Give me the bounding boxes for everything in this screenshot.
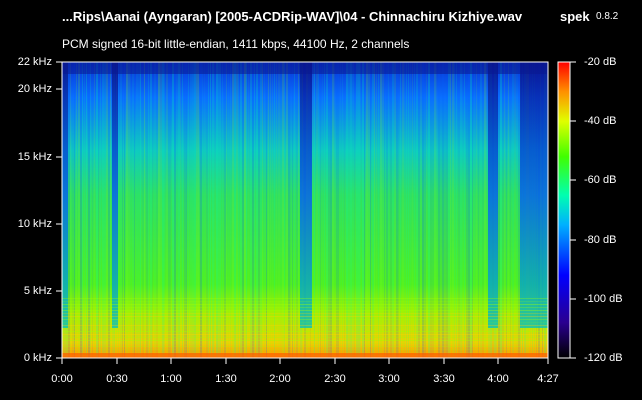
file-title: ...Rips\Aanai (Ayngaran) [2005-ACDRip-WA…	[62, 9, 523, 24]
time-label-3-00: 3:00	[378, 373, 400, 385]
db-label-minus-120: -120 dB	[584, 352, 623, 364]
time-label-2-30: 2:30	[324, 373, 346, 385]
freq-label-20: 20 kHz	[17, 83, 52, 95]
db-label-minus-80: -80 dB	[584, 234, 617, 246]
time-ticks	[61, 358, 549, 364]
time-label-4-27: 4:27	[537, 373, 559, 385]
freq-label-22: 22 kHz	[17, 56, 52, 68]
db-label-minus-20: -20 dB	[584, 56, 617, 68]
freq-label-15: 15 kHz	[17, 151, 52, 163]
db-color-scale	[558, 62, 570, 358]
time-label-0-00: 0:00	[51, 373, 73, 385]
time-label-1-00: 1:00	[160, 373, 182, 385]
frequency-ticks	[56, 61, 62, 359]
db-label-minus-100: -100 dB	[584, 293, 623, 305]
spectrogram-streaks	[62, 62, 548, 358]
freq-label-0: 0 kHz	[23, 352, 52, 364]
time-label-0-30: 0:30	[106, 373, 128, 385]
time-label-1-30: 1:30	[215, 373, 237, 385]
db-label-minus-60: -60 dB	[584, 174, 617, 186]
stream-info: PCM signed 16-bit little-endian, 1411 kb…	[62, 37, 410, 51]
freq-label-5: 5 kHz	[23, 285, 52, 297]
app-name: spek	[560, 9, 590, 24]
plot-frame	[61, 61, 549, 359]
time-label-2-00: 2:00	[269, 373, 291, 385]
time-label-4-00: 4:00	[487, 373, 509, 385]
freq-label-10: 10 kHz	[17, 218, 52, 230]
time-label-3-30: 3:30	[433, 373, 455, 385]
db-label-minus-40: -40 dB	[584, 115, 617, 127]
app-version: 0.8.2	[596, 11, 619, 22]
db-ticks	[570, 61, 576, 359]
